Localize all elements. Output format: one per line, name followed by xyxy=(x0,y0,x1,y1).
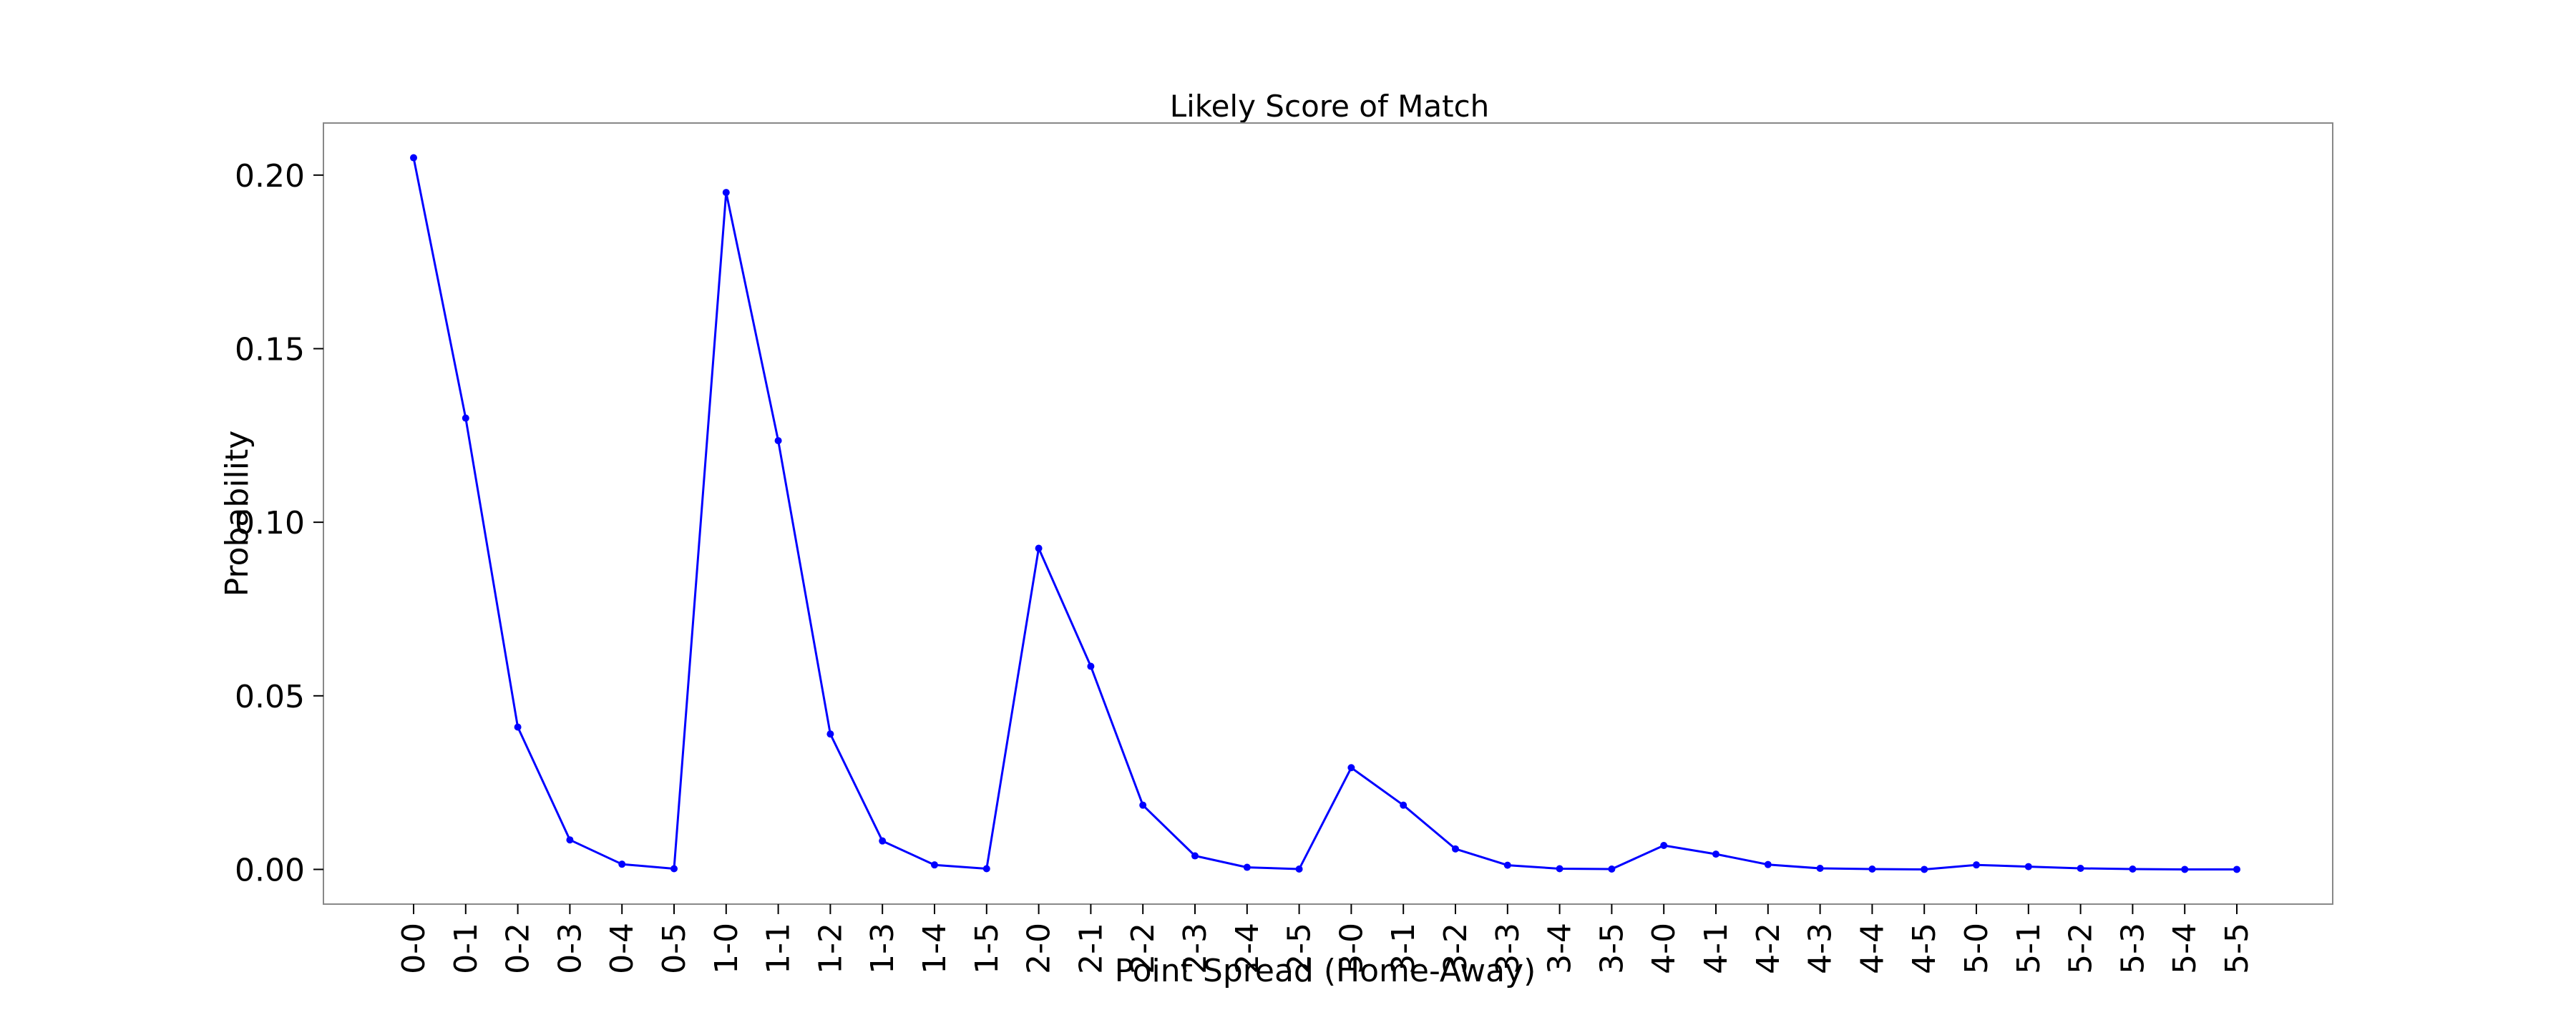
y-tick-label: 0.05 xyxy=(235,679,305,715)
x-tick-label: 5-1 xyxy=(2011,923,2047,974)
data-point xyxy=(1295,865,1303,873)
y-tick-label: 0.00 xyxy=(235,852,305,888)
x-tick-label: 5-5 xyxy=(2219,923,2255,974)
data-point xyxy=(2233,865,2240,873)
x-tick-label: 4-2 xyxy=(1750,923,1787,974)
x-tick-label: 5-0 xyxy=(1958,923,1995,974)
x-tick-label: 3-2 xyxy=(1438,923,1474,974)
data-point xyxy=(670,865,678,873)
x-tick-label: 0-5 xyxy=(656,923,693,974)
x-tick-label: 4-3 xyxy=(1802,923,1839,974)
x-tick-label: 2-3 xyxy=(1177,923,1214,974)
x-tick-label: 4-5 xyxy=(1906,923,1943,974)
data-point xyxy=(1035,544,1043,552)
y-tick-label: 0.20 xyxy=(235,158,305,195)
data-point xyxy=(1556,865,1563,873)
x-tick-label: 1-3 xyxy=(864,923,901,974)
x-tick-label: 1-2 xyxy=(812,923,849,974)
data-point xyxy=(410,154,417,162)
x-tick-label: 3-5 xyxy=(1594,923,1630,974)
data-point xyxy=(2181,865,2189,873)
x-tick-label: 5-3 xyxy=(2114,923,2151,974)
data-point xyxy=(618,860,626,868)
x-tick-label: 3-4 xyxy=(1542,923,1579,974)
x-tick-label: 2-2 xyxy=(1125,923,1161,974)
data-point xyxy=(462,414,469,422)
x-axis-title: Point Spread (Home-Away) xyxy=(1115,953,1536,989)
x-tick-label: 0-3 xyxy=(552,923,588,974)
plot-area-frame xyxy=(323,122,2333,905)
data-point xyxy=(1660,841,1668,849)
data-point xyxy=(1452,845,1459,853)
x-tick-label: 1-5 xyxy=(969,923,1005,974)
x-tick-label: 2-4 xyxy=(1229,923,1266,974)
data-point xyxy=(514,723,522,731)
data-point xyxy=(566,836,574,844)
data-point xyxy=(2129,865,2137,873)
x-tick-label: 0-1 xyxy=(448,923,484,974)
x-tick-label: 4-4 xyxy=(1854,923,1890,974)
data-point xyxy=(2024,863,2032,870)
x-tick-label: 5-4 xyxy=(2167,923,2203,974)
x-tick-label: 2-0 xyxy=(1021,923,1058,974)
x-tick-label: 5-2 xyxy=(2063,923,2099,974)
data-point xyxy=(1400,801,1407,809)
data-point xyxy=(1764,860,1772,868)
x-tick-label: 3-0 xyxy=(1333,923,1370,974)
x-tick-label: 4-1 xyxy=(1698,923,1735,974)
series-layer xyxy=(410,154,2240,873)
x-axis: 0-0 0-1 0-2 0-3 0-4 0-5 1-0 1-1 1-2 1-3 1-4 1-5 2-0 2… xyxy=(396,904,2255,974)
y-tick-label: 0.10 xyxy=(235,505,305,541)
data-point xyxy=(1087,662,1095,670)
data-point xyxy=(1608,865,1616,873)
x-tick-label: 1-0 xyxy=(708,923,745,974)
y-axis: 0.00 0.05 0.10 0.15 0.20 xyxy=(235,158,323,888)
x-tick-label: 0-0 xyxy=(396,923,432,974)
x-tick-label: 3-3 xyxy=(1490,923,1526,974)
data-point xyxy=(1139,801,1147,809)
data-point xyxy=(1868,865,1876,873)
data-point xyxy=(1347,764,1355,772)
data-point xyxy=(2077,865,2084,873)
y-tick-label: 0.15 xyxy=(235,331,305,368)
data-point xyxy=(1191,852,1199,860)
series-line xyxy=(412,157,2237,870)
data-point xyxy=(1243,863,1251,871)
chart-title: Likely Score of Match xyxy=(1170,89,1490,124)
x-tick-label: 3-1 xyxy=(1385,923,1422,974)
x-tick-label: 1-1 xyxy=(761,923,797,974)
data-point xyxy=(931,861,938,869)
x-tick-label: 4-0 xyxy=(1646,923,1682,974)
x-tick-label: 2-5 xyxy=(1282,923,1318,974)
data-point xyxy=(982,865,990,873)
data-point xyxy=(826,730,834,738)
y-axis-title: Probability xyxy=(219,431,255,597)
data-point xyxy=(774,437,782,445)
x-tick-label: 2-1 xyxy=(1073,923,1109,974)
x-tick-label: 1-4 xyxy=(917,923,953,974)
x-tick-label: 0-4 xyxy=(604,923,640,974)
data-point xyxy=(722,189,730,197)
data-point xyxy=(1921,865,1928,873)
data-point xyxy=(1712,850,1719,858)
x-tick-label: 0-2 xyxy=(500,923,537,974)
data-point xyxy=(879,837,887,845)
data-point xyxy=(1503,861,1511,869)
data-point xyxy=(1973,861,1980,869)
data-point xyxy=(1816,865,1824,873)
